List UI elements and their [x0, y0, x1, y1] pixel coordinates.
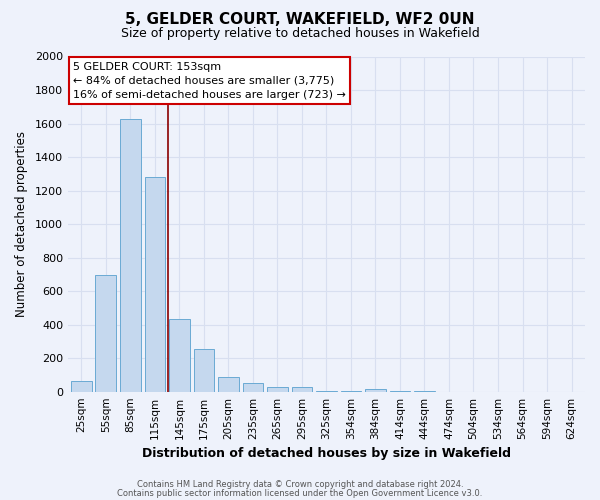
Bar — [316, 391, 337, 392]
Text: 5 GELDER COURT: 153sqm
← 84% of detached houses are smaller (3,775)
16% of semi-: 5 GELDER COURT: 153sqm ← 84% of detached… — [73, 62, 346, 100]
Text: 5, GELDER COURT, WAKEFIELD, WF2 0UN: 5, GELDER COURT, WAKEFIELD, WF2 0UN — [125, 12, 475, 28]
Bar — [365, 389, 386, 392]
Bar — [341, 391, 361, 392]
Bar — [120, 120, 141, 392]
Bar — [267, 386, 288, 392]
Y-axis label: Number of detached properties: Number of detached properties — [15, 131, 28, 317]
Text: Contains public sector information licensed under the Open Government Licence v3: Contains public sector information licen… — [118, 488, 482, 498]
Bar — [95, 275, 116, 392]
Bar — [389, 391, 410, 392]
Text: Contains HM Land Registry data © Crown copyright and database right 2024.: Contains HM Land Registry data © Crown c… — [137, 480, 463, 489]
Bar — [169, 319, 190, 392]
X-axis label: Distribution of detached houses by size in Wakefield: Distribution of detached houses by size … — [142, 447, 511, 460]
Bar — [194, 349, 214, 392]
Bar — [145, 177, 166, 392]
Bar — [218, 376, 239, 392]
Bar — [71, 381, 92, 392]
Text: Size of property relative to detached houses in Wakefield: Size of property relative to detached ho… — [121, 28, 479, 40]
Bar — [292, 388, 313, 392]
Bar — [242, 383, 263, 392]
